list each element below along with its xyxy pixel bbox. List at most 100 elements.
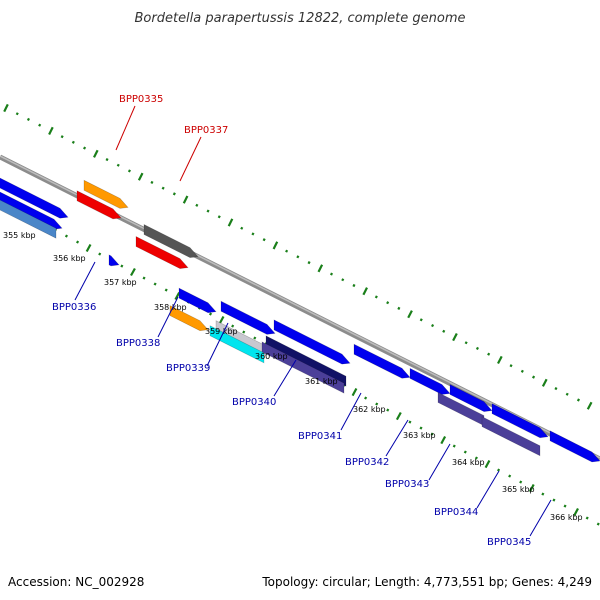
outer-ring-minor-tick	[217, 215, 221, 219]
outer-ring-minor-tick	[341, 278, 345, 282]
outer-ring-minor-tick	[251, 232, 255, 236]
inner-ring-major-tick	[174, 291, 181, 301]
tick-label-366: 366 kbp	[550, 513, 583, 522]
gene-red-1[interactable]	[76, 190, 122, 220]
outer-ring-minor-tick	[419, 318, 423, 322]
inner-ring-minor-tick	[452, 444, 456, 448]
gene-blue-7[interactable]	[409, 367, 451, 395]
outer-ring-minor-tick	[116, 163, 120, 167]
outer-ring-major-tick	[541, 378, 548, 387]
outer-ring-minor-tick	[431, 323, 435, 328]
leader-bpp0343	[428, 443, 451, 481]
tick-label-358: 358 kbp	[154, 303, 187, 312]
gene-bpp0340[interactable]	[261, 341, 345, 394]
outer-ring-minor-tick	[105, 157, 109, 162]
gene-purple-3[interactable]	[481, 416, 541, 457]
gene-blue-3[interactable]	[178, 287, 217, 314]
gene-label-bpp0339[interactable]: BPP0339	[166, 363, 210, 374]
leader-bpp0338	[157, 296, 179, 338]
inner-ring-minor-tick	[596, 522, 600, 526]
gene-blue-10[interactable]	[549, 430, 600, 463]
leader-bpp0337	[179, 136, 202, 182]
inner-ring-minor-tick	[519, 480, 523, 484]
outer-ring-major-tick	[137, 172, 144, 181]
inner-ring-minor-tick	[142, 276, 146, 280]
outer-ring-minor-tick	[60, 135, 64, 139]
gene-blue-9[interactable]	[491, 403, 549, 439]
gene-blue-8[interactable]	[449, 384, 493, 412]
gene-label-bpp0340[interactable]: BPP0340	[232, 397, 276, 408]
outer-ring-minor-tick	[195, 203, 199, 207]
inner-ring-minor-tick	[386, 408, 390, 412]
outer-ring-major-tick	[272, 241, 279, 250]
inner-ring-minor-tick	[98, 252, 102, 256]
inner-ring-minor-tick	[364, 396, 368, 400]
gene-label-bpp0344[interactable]: BPP0344	[434, 507, 478, 518]
tick-label-362: 362 kbp	[353, 405, 386, 414]
outer-ring-minor-tick	[172, 192, 176, 196]
inner-ring-minor-tick	[120, 264, 124, 268]
gene-label-bpp0335[interactable]: BPP0335	[119, 94, 163, 105]
outer-ring-minor-tick	[285, 249, 289, 253]
outer-ring-minor-tick	[307, 261, 311, 265]
inner-ring-minor-tick	[64, 234, 68, 238]
gene-steelblue-1[interactable]	[0, 195, 57, 239]
gene-lightgray-1[interactable]	[215, 320, 267, 357]
inner-ring-minor-tick	[153, 282, 157, 286]
outer-ring-major-tick	[227, 218, 234, 227]
gene-blue-1[interactable]	[0, 173, 69, 219]
outer-ring-minor-tick	[240, 226, 244, 230]
outer-ring-minor-tick	[475, 346, 479, 351]
inner-ring-minor-tick	[552, 498, 556, 502]
outer-ring-minor-tick	[38, 123, 42, 127]
genome-summary-text: Topology: circular; Length: 4,773,551 bp…	[261, 575, 592, 589]
inner-ring-minor-tick	[164, 288, 168, 292]
outer-ring-major-tick	[497, 355, 503, 365]
gene-bpp0335[interactable]	[83, 179, 129, 209]
inner-ring-minor-tick	[419, 426, 423, 430]
outer-ring-minor-tick	[520, 369, 524, 373]
tick-label-360: 360 kbp	[255, 352, 288, 361]
gene-darkblue-1[interactable]	[265, 335, 347, 387]
gene-label-bpp0342[interactable]: BPP0342	[345, 457, 389, 468]
gene-blue-2[interactable]	[0, 187, 63, 230]
tick-label-group: 355 kbp 356 kbp 357 kbp 358 kbp 359 kbp …	[3, 231, 583, 522]
gene-bpp0339[interactable]	[209, 325, 265, 364]
tick-label-364: 364 kbp	[452, 458, 485, 467]
inner-ring-minor-tick	[585, 516, 589, 520]
inner-ring-minor-tick	[497, 468, 501, 472]
leader-bpp0339	[206, 322, 229, 367]
gene-label-bpp0343[interactable]: BPP0343	[385, 479, 429, 490]
gene-blue-5[interactable]	[273, 319, 351, 365]
outer-ring-minor-tick	[487, 352, 491, 356]
gene-label-bpp0336[interactable]: BPP0336	[52, 302, 96, 313]
tick-label-357: 357 kbp	[104, 278, 137, 287]
inner-ring-major-tick	[440, 435, 447, 445]
outer-ring-minor-tick	[509, 364, 513, 368]
outer-tick-ring	[3, 103, 593, 410]
tick-label-359: 359 kbp	[205, 327, 238, 336]
inner-ring-major-tick	[85, 243, 92, 253]
outer-ring-major-tick	[586, 401, 593, 410]
gene-label-bpp0338[interactable]: BPP0338	[116, 338, 160, 349]
gene-blue-4[interactable]	[220, 300, 276, 335]
gene-bpp0337[interactable]	[143, 224, 199, 258]
gene-label-bpp0345[interactable]: BPP0345	[487, 537, 531, 548]
gene-blue-6[interactable]	[353, 343, 411, 379]
leader-bpp0344	[476, 470, 500, 509]
inner-ring-major-tick	[130, 267, 136, 277]
outer-ring-minor-tick	[150, 180, 154, 185]
outer-ring-minor-tick	[262, 238, 266, 242]
outer-ring-minor-tick	[386, 301, 390, 305]
label-leader-lines	[74, 105, 552, 537]
gene-blue-small[interactable]	[108, 254, 120, 267]
inner-ring-minor-tick	[474, 456, 478, 460]
inner-ring-minor-tick	[508, 474, 512, 478]
gene-red-2[interactable]	[135, 236, 189, 269]
outer-ring-minor-tick	[71, 140, 75, 144]
outer-ring-minor-tick	[565, 392, 569, 396]
gene-label-bpp0341[interactable]: BPP0341	[298, 431, 342, 442]
outer-ring-minor-tick	[15, 112, 19, 116]
gene-label-bpp0337[interactable]: BPP0337	[184, 125, 228, 136]
tick-label-365: 365 kbp	[502, 485, 535, 494]
